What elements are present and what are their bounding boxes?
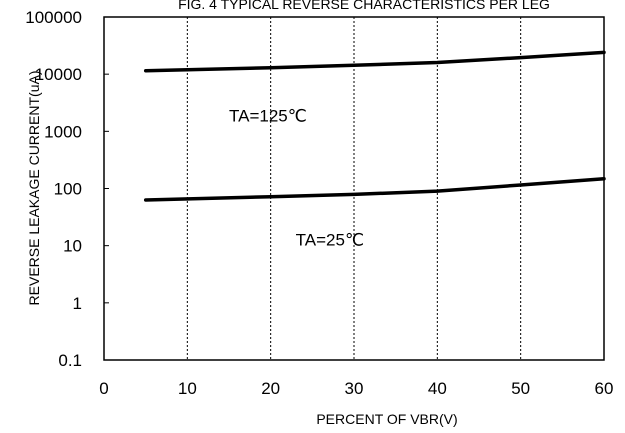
x-tick-label: 60 [595,379,614,398]
series-line-0 [146,52,604,70]
y-tick-label: 1000 [44,122,82,141]
y-axis-label: REVERSE LEAKAGE CURRENT(uA) [26,71,42,306]
y-tick-label: 10 [63,237,82,256]
annotations: TA=125℃ TA=25℃ [229,106,364,249]
x-tick-label: 20 [261,379,280,398]
y-tick-label: 0.1 [58,351,82,370]
x-tick-labels: 0 10 20 30 40 50 60 [99,379,613,398]
x-tick-label: 40 [428,379,447,398]
chart-title: FIG. 4 TYPICAL REVERSE CHARACTERISTICS P… [178,0,550,12]
y-tick-label: 100 [54,180,82,199]
x-tick-label: 50 [511,379,530,398]
series-lines [146,52,604,200]
series-line-1 [146,179,604,200]
y-tick-label: 100000 [25,8,82,27]
x-tick-label: 0 [99,379,108,398]
annotation-label: TA=25℃ [296,231,364,250]
y-tick-label: 1 [73,294,82,313]
x-axis-label: PERCENT OF VBR(V) [316,411,457,427]
x-tick-label: 10 [178,379,197,398]
x-tick-label: 30 [345,379,364,398]
annotation-label: TA=125℃ [229,106,307,125]
